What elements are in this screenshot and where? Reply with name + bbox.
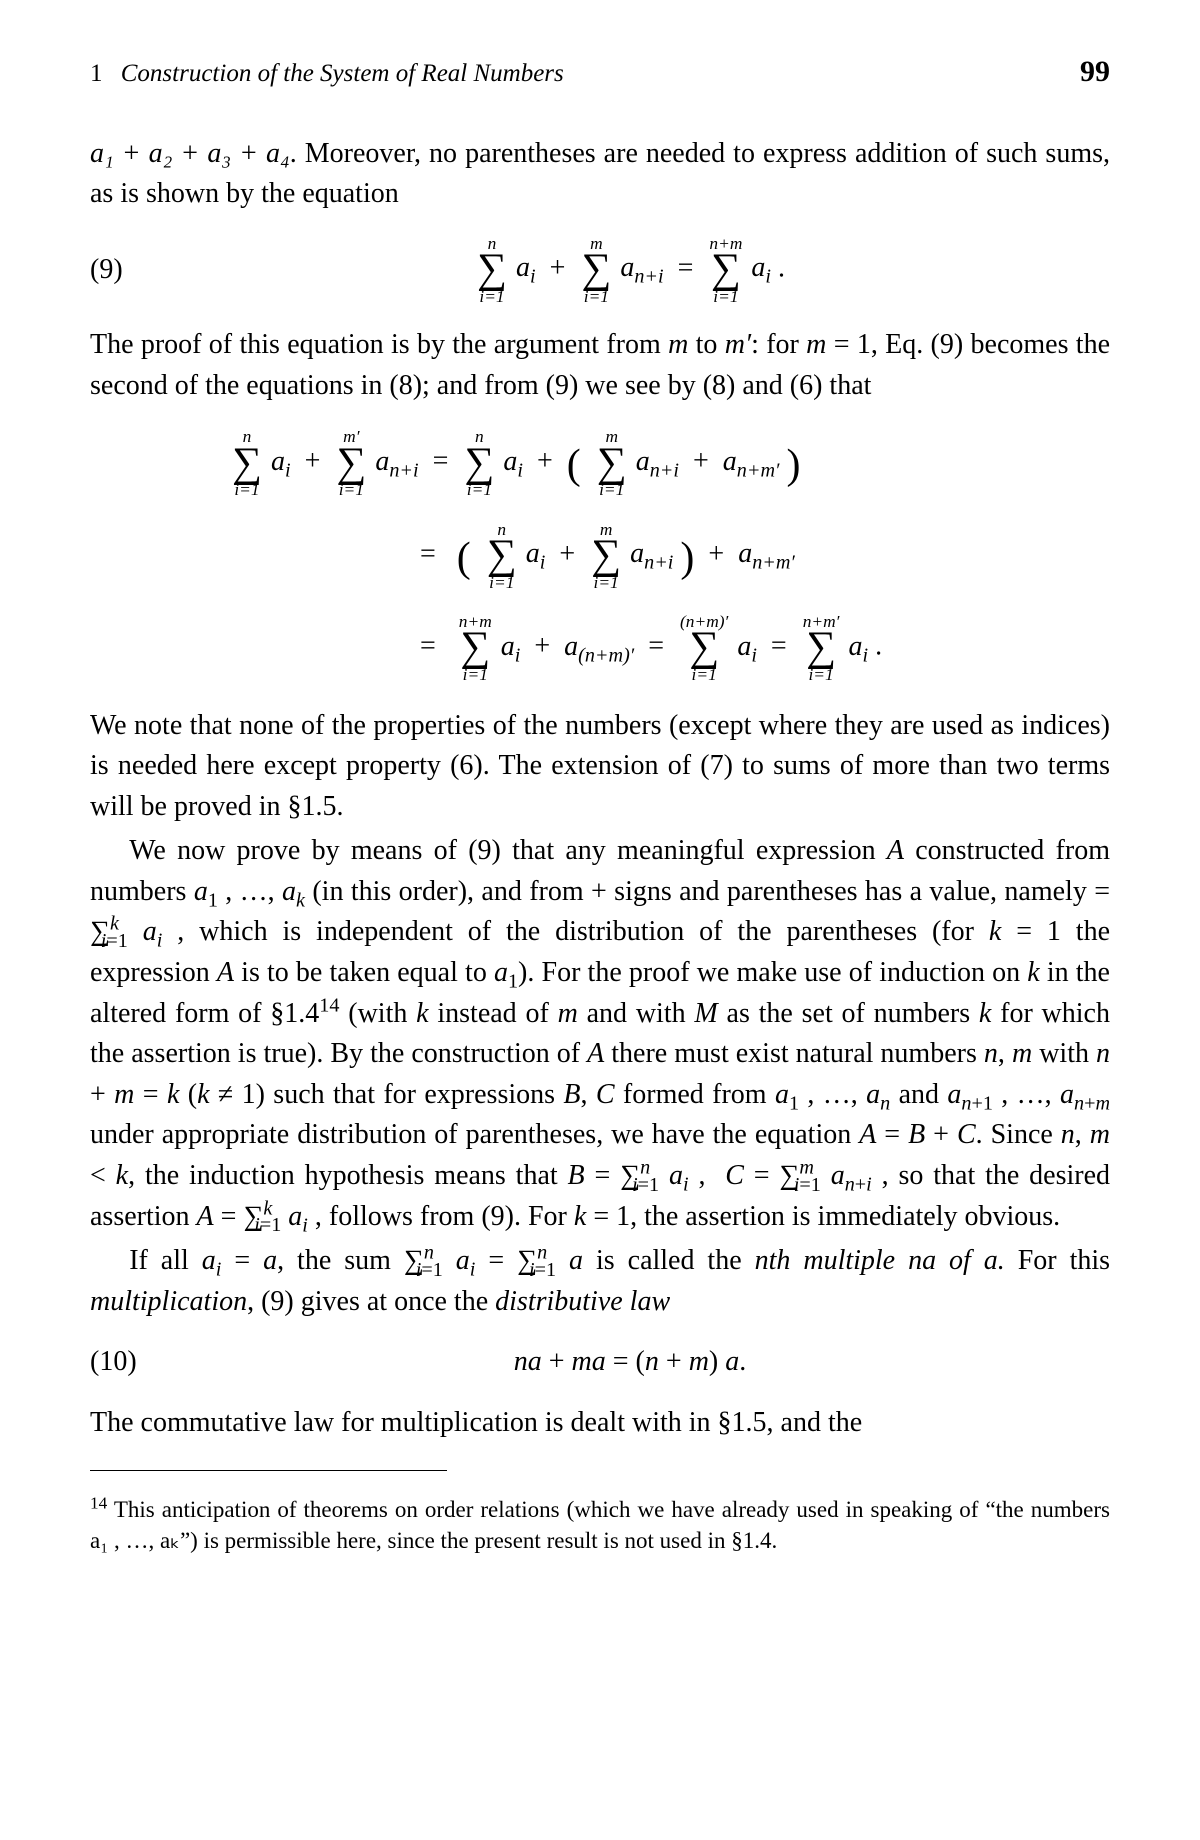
footnote-separator <box>90 1470 447 1471</box>
deriv-line-1: n∑i=1 ai + m′∑i=1 an+i = n∑i=1 ai + ( m∑… <box>230 428 1110 498</box>
header-left: 1 Construction of the System of Real Num… <box>90 56 564 92</box>
nth-multiple-em: nth multiple na of a. <box>755 1245 1005 1276</box>
equation-10-body: na + ma = (n + m) a. <box>150 1342 1110 1383</box>
sum-1: n ∑ i=1 <box>477 235 507 305</box>
distributive-law-em: distributive law <box>495 1286 670 1317</box>
paragraph-6: The commutative law for multiplication i… <box>90 1403 1110 1444</box>
chapter-number: 1 <box>90 60 103 87</box>
equation-9-number: (9) <box>90 250 150 291</box>
paragraph-3: We note that none of the properties of t… <box>90 706 1110 828</box>
equation-9-body: n ∑ i=1 ai + m ∑ i=1 an+i = n+m ∑ i=1 ai… <box>150 235 1110 305</box>
sum-3: n+m ∑ i=1 <box>709 235 742 305</box>
derivation-block: n∑i=1 ai + m′∑i=1 an+i = n∑i=1 ai + ( m∑… <box>230 428 1110 683</box>
page-header: 1 Construction of the System of Real Num… <box>90 50 1110 94</box>
paragraph-4: We now prove by means of (9) that any me… <box>90 831 1110 1237</box>
p1-expr: a₁ + a₂ + a₃ + a₄ <box>90 138 290 169</box>
equation-10: (10) na + ma = (n + m) a. <box>90 1342 1110 1383</box>
sum-2: m ∑ i=1 <box>581 235 611 305</box>
footnote-ref-14: 14 <box>319 994 339 1016</box>
page-number: 99 <box>1080 50 1110 94</box>
deriv-line-3: = n+m∑i=1 ai + a(n+m)′ = (n+m)′∑i=1 ai =… <box>420 613 1110 683</box>
paragraph-2: The proof of this equation is by the arg… <box>90 325 1110 406</box>
paragraph-1: a₁ + a₂ + a₃ + a₄. Moreover, no parenthe… <box>90 134 1110 215</box>
footnote-number: 14 <box>90 1493 107 1512</box>
paragraph-5: If all ai = a, the sum ∑ni=1 ai = ∑ni=1 … <box>90 1241 1110 1322</box>
deriv-line-2: = ( n∑i=1 ai + m∑i=1 an+i ) + an+m′ <box>420 521 1110 591</box>
equation-9: (9) n ∑ i=1 ai + m ∑ i=1 an+i = n+m ∑ i=… <box>90 235 1110 305</box>
footnote-14: 14 This anticipation of theorems on orde… <box>90 1494 1110 1556</box>
footnote-text: This anticipation of theorems on order r… <box>90 1497 1110 1553</box>
chapter-title: Construction of the System of Real Numbe… <box>121 60 564 87</box>
equation-10-number: (10) <box>90 1342 150 1383</box>
multiplication-em: multiplication <box>90 1286 247 1317</box>
